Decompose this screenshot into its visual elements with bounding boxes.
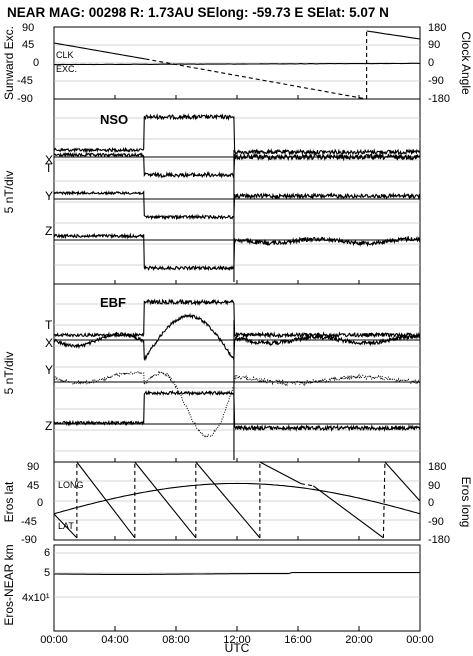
eros-ytick-0: 0 — [37, 497, 43, 509]
x-tick-label: 16:00 — [284, 634, 312, 646]
eros-rtick-90: 90 — [428, 480, 440, 492]
eros-panel: 90 45 0 -45 -90 180 90 0 -90 -180 Eros l… — [2, 461, 473, 546]
x-tick-label: 12:00 — [223, 634, 251, 646]
distance-ylabel: Eros-NEAR km — [2, 544, 16, 625]
ebf-panel-frame — [53, 283, 421, 463]
dist-ytick-4x10: 4x10¹ — [22, 592, 50, 604]
ebf-ylabel: 5 nT/div — [2, 352, 16, 395]
eros-lat-ylabel: Eros lat — [2, 481, 16, 522]
x-tick-label: 00:00 — [406, 634, 434, 646]
sun-clk-line-dashed — [145, 58, 367, 100]
eros-lat-line — [53, 482, 421, 515]
ebf-trace-t — [53, 298, 421, 340]
sun-rtick-minus90: -90 — [428, 75, 444, 87]
sun-clk-line — [53, 42, 146, 60]
ebf-label-x: X — [45, 336, 53, 350]
nso-ylabel: 5 nT/div — [2, 171, 16, 214]
sunward-y-ticks-right: 180 90 0 -90 -180 — [428, 22, 450, 105]
ebf-trace-y — [54, 370, 421, 438]
nso-panel: NSO T X Y Z 5 nT/div — [2, 112, 421, 282]
sun-rtick-90: 90 — [428, 39, 440, 51]
eros-long-label: LONG — [58, 480, 84, 490]
sunward-ylabel: Sunward Exc. — [2, 26, 16, 100]
sunward-exc-label: EXC. — [56, 64, 77, 74]
sunward-y-ticks: 90 45 0 -45 -90 — [17, 22, 39, 105]
sun-ytick-45: 45 — [22, 39, 34, 51]
nso-trace-x — [53, 151, 421, 179]
eros-long-segment — [384, 461, 421, 502]
x-axis: 00:00 04:00 08:00 12:00 16:00 20:00 00:00 UTC — [40, 95, 434, 655]
distance-panel-frame — [53, 544, 421, 632]
eros-y-ticks: 90 45 0 -45 -90 — [21, 461, 43, 546]
eros-long-ylabel: Eros long — [459, 477, 473, 528]
eros-long-wrap — [382, 461, 386, 538]
x-tick-label: 20:00 — [345, 634, 373, 646]
x-tick-label: 04:00 — [101, 634, 129, 646]
x-tick-label: 00:00 — [40, 634, 68, 646]
sun-ytick-minus45: -45 — [17, 75, 33, 87]
eros-ytick-90: 90 — [27, 461, 39, 473]
distance-panel: 6 5 4x10¹ Eros-NEAR km — [2, 544, 420, 626]
eros-rtick-minus180: -180 — [428, 534, 450, 546]
sun-exc-line — [53, 62, 421, 66]
sun-rtick-0: 0 — [428, 57, 434, 69]
eros-y-ticks-right: 180 90 0 -90 -180 — [428, 461, 450, 546]
sun-rtick-minus180: -180 — [428, 93, 450, 105]
ebf-label-z: Z — [45, 419, 52, 433]
nso-trace-y — [53, 190, 421, 221]
distance-y-ticks: 6 5 4x10¹ — [22, 547, 50, 604]
nso-trace-t — [53, 113, 421, 156]
distance-line — [54, 571, 420, 575]
dist-ytick-6: 6 — [44, 547, 50, 559]
x-tick-label: 08:00 — [162, 634, 190, 646]
eros-rtick-180: 180 — [428, 461, 446, 473]
eros-long-segment — [134, 461, 197, 539]
sunward-panel: 90 45 0 -45 -90 180 90 0 -90 -180 Sunwar… — [2, 22, 473, 105]
sun-ytick-0: 0 — [33, 57, 39, 69]
figure-title: NEAR MAG: 00298 R: 1.73AU SElong: -59.73… — [7, 5, 389, 20]
eros-long-segment — [53, 513, 78, 539]
nso-trace-z — [53, 232, 421, 272]
eros-ytick-45: 45 — [27, 480, 39, 492]
eros-ytick-minus90: -90 — [21, 534, 37, 546]
eros-long-wrap — [300, 483, 314, 487]
ebf-trace-z — [53, 389, 421, 433]
ebf-title: EBF — [100, 295, 126, 310]
ebf-trace-x — [53, 312, 421, 362]
nso-label-x: X — [45, 153, 53, 167]
sunward-clk-label: CLK — [56, 50, 74, 60]
ebf-label-t: T — [45, 318, 53, 332]
nso-label-t: T — [45, 161, 53, 175]
clock-angle-ylabel: Clock Angle — [459, 31, 473, 95]
eros-long-segment — [195, 461, 261, 539]
eros-long-segment — [312, 485, 384, 539]
sun-ytick-minus90: -90 — [17, 93, 33, 105]
eros-rtick-minus90: -90 — [428, 516, 444, 528]
dist-ytick-5: 5 — [44, 567, 50, 579]
sun-rtick-180: 180 — [428, 22, 446, 34]
ebf-panel: EBF T X Y Z 5 nT/div — [2, 295, 421, 460]
nso-title: NSO — [100, 112, 128, 127]
nso-label-z: Z — [45, 224, 52, 238]
eros-ytick-minus45: -45 — [21, 516, 37, 528]
ebf-label-y: Y — [45, 363, 53, 377]
eros-rtick-0: 0 — [428, 497, 434, 509]
nso-label-y: Y — [45, 189, 53, 203]
x-axis-label: UTC — [225, 641, 250, 655]
eros-long-segment — [76, 461, 136, 539]
sun-clk-line-end — [366, 30, 421, 40]
sun-ytick-90: 90 — [22, 22, 34, 34]
eros-long-segment — [259, 461, 302, 485]
